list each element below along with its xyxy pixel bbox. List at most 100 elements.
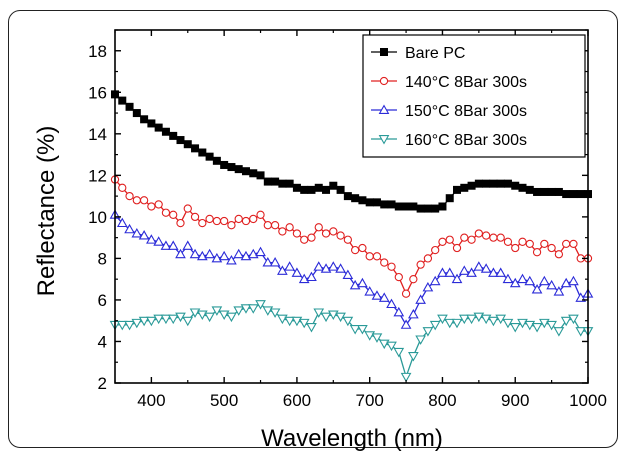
data-point xyxy=(255,300,266,310)
legend-label: 150°C 8Bar 300s xyxy=(405,103,527,120)
data-point xyxy=(183,140,192,149)
data-point xyxy=(540,187,549,196)
data-point xyxy=(132,196,141,205)
data-point xyxy=(378,292,390,302)
data-point xyxy=(342,316,354,327)
data-point xyxy=(241,167,250,176)
data-point xyxy=(488,267,499,277)
plot-area-border xyxy=(114,29,589,384)
data-point xyxy=(496,179,505,188)
data-point xyxy=(132,109,141,118)
data-point xyxy=(466,314,477,325)
data-point xyxy=(278,179,287,188)
data-point xyxy=(307,233,316,242)
data-point xyxy=(357,325,368,335)
data-point xyxy=(139,196,149,205)
y-tick-label: 6 xyxy=(98,291,107,310)
data-point xyxy=(233,306,245,316)
data-point xyxy=(343,235,353,244)
data-point xyxy=(445,235,454,244)
data-point xyxy=(480,263,492,273)
data-point xyxy=(336,231,345,240)
data-point xyxy=(531,284,543,294)
data-point xyxy=(393,306,405,317)
data-point xyxy=(227,163,236,172)
data-point xyxy=(218,250,230,261)
legend-entry: 150°C 8Bar 300s xyxy=(371,103,527,120)
data-point xyxy=(371,333,383,343)
data-point xyxy=(489,233,498,242)
x-tick-label: 900 xyxy=(501,391,529,410)
data-point xyxy=(496,233,505,242)
data-point xyxy=(292,183,301,192)
data-point xyxy=(371,290,383,300)
data-point xyxy=(291,267,303,277)
data-point xyxy=(249,169,258,178)
data-point xyxy=(198,148,207,157)
legend-label: 140°C 8Bar 300s xyxy=(405,74,527,91)
data-point xyxy=(458,265,470,275)
data-point xyxy=(307,185,316,194)
data-point xyxy=(167,240,179,250)
data-point xyxy=(306,271,317,282)
data-point xyxy=(538,275,550,286)
data-point xyxy=(335,263,346,273)
data-point xyxy=(169,131,178,140)
data-point xyxy=(488,316,499,327)
data-point xyxy=(314,183,323,192)
data-point xyxy=(146,316,157,327)
legend-entry: 140°C 8Bar 300s xyxy=(371,74,527,91)
legend-marker xyxy=(379,48,388,57)
data-point xyxy=(364,286,376,296)
data-point xyxy=(153,236,165,246)
data-point xyxy=(256,171,265,180)
data-point xyxy=(502,273,514,284)
y-tick-label: 12 xyxy=(88,166,107,185)
data-point xyxy=(249,214,258,224)
data-point xyxy=(233,248,245,259)
data-point xyxy=(553,286,565,296)
legend-label: Bare PC xyxy=(405,45,465,62)
y-tick-label: 10 xyxy=(88,208,107,227)
data-point xyxy=(372,198,381,207)
data-point xyxy=(387,200,396,209)
data-point xyxy=(380,258,389,267)
data-point xyxy=(247,304,259,314)
data-point xyxy=(140,115,149,124)
series-3 xyxy=(109,209,594,329)
legend-marker xyxy=(378,104,390,114)
data-point xyxy=(372,252,382,261)
data-point xyxy=(204,248,215,259)
data-point xyxy=(365,252,374,261)
data-point xyxy=(568,314,579,325)
data-point xyxy=(474,229,483,238)
data-point xyxy=(409,275,418,284)
data-point xyxy=(124,320,135,331)
data-point xyxy=(386,298,397,309)
data-point xyxy=(533,187,542,196)
data-point xyxy=(154,200,163,209)
data-point xyxy=(176,136,185,145)
data-point xyxy=(191,144,200,153)
data-point xyxy=(422,327,434,337)
data-point xyxy=(131,227,143,238)
data-point xyxy=(284,261,295,271)
data-point xyxy=(118,183,127,192)
data-point xyxy=(511,243,520,253)
data-point xyxy=(336,185,345,194)
data-point xyxy=(161,127,170,136)
data-point xyxy=(365,198,374,207)
data-point xyxy=(503,179,512,188)
data-point xyxy=(409,202,418,211)
y-tick-label: 4 xyxy=(98,332,107,351)
data-point xyxy=(240,304,252,314)
data-point xyxy=(285,223,294,232)
data-point xyxy=(415,294,426,304)
data-point xyxy=(270,221,280,230)
x-tick-label: 500 xyxy=(210,391,238,410)
data-point xyxy=(429,320,441,331)
series-2 xyxy=(110,175,593,298)
data-point xyxy=(509,322,521,333)
data-point xyxy=(284,316,295,327)
data-point xyxy=(547,243,556,253)
